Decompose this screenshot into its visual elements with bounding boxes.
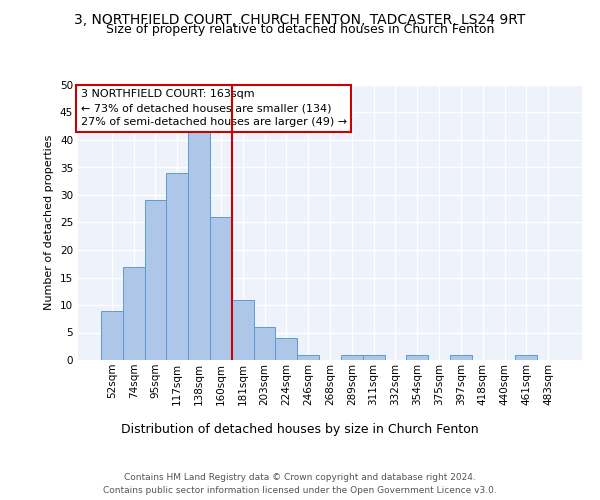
Bar [297, 354, 319, 360]
Bar [210, 217, 232, 360]
Bar [515, 354, 537, 360]
Bar [254, 327, 275, 360]
Bar [406, 354, 428, 360]
Bar [363, 354, 385, 360]
Text: 3 NORTHFIELD COURT: 163sqm
← 73% of detached houses are smaller (134)
27% of sem: 3 NORTHFIELD COURT: 163sqm ← 73% of deta… [80, 89, 347, 127]
Text: 3, NORTHFIELD COURT, CHURCH FENTON, TADCASTER, LS24 9RT: 3, NORTHFIELD COURT, CHURCH FENTON, TADC… [74, 12, 526, 26]
Bar [232, 300, 254, 360]
Y-axis label: Number of detached properties: Number of detached properties [44, 135, 55, 310]
Bar [123, 266, 145, 360]
Bar [341, 354, 363, 360]
Text: Distribution of detached houses by size in Church Fenton: Distribution of detached houses by size … [121, 422, 479, 436]
Text: Size of property relative to detached houses in Church Fenton: Size of property relative to detached ho… [106, 22, 494, 36]
Bar [450, 354, 472, 360]
Bar [166, 173, 188, 360]
Bar [145, 200, 166, 360]
Bar [188, 129, 210, 360]
Text: Contains HM Land Registry data © Crown copyright and database right 2024.
Contai: Contains HM Land Registry data © Crown c… [103, 474, 497, 495]
Bar [101, 310, 123, 360]
Bar [275, 338, 297, 360]
